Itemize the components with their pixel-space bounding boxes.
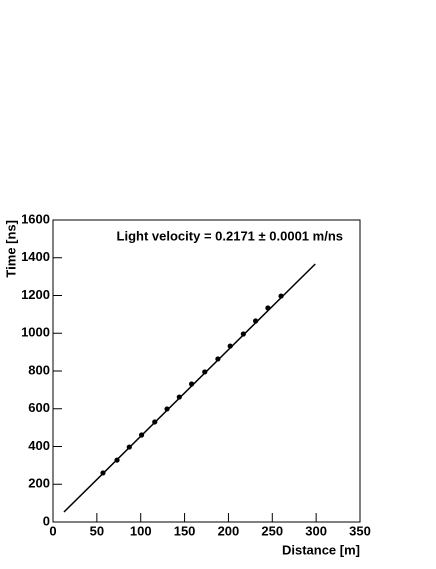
y-tick-label: 600	[28, 400, 50, 415]
data-point	[100, 470, 106, 476]
data-point	[152, 419, 158, 425]
y-tick-label: 0	[43, 513, 50, 528]
data-point	[215, 356, 221, 362]
data-point	[240, 331, 246, 337]
data-point	[278, 293, 284, 299]
data-point	[114, 457, 120, 463]
x-tick-label: 200	[218, 523, 240, 538]
x-tick-label: 300	[305, 523, 327, 538]
x-tick-label: 350	[349, 523, 371, 538]
y-tick-label: 800	[28, 362, 50, 377]
fit-line	[63, 263, 316, 513]
data-point	[202, 369, 208, 375]
y-axis-title: Time [ns]	[3, 220, 18, 278]
y-tick-label: 400	[28, 438, 50, 453]
y-tick-label: 1200	[21, 287, 50, 302]
data-point	[227, 343, 233, 349]
data-point	[164, 406, 170, 412]
x-axis-title: Distance [m]	[282, 542, 360, 557]
y-tick-label: 1400	[21, 249, 50, 264]
data-point	[188, 381, 195, 387]
x-tick-label: 150	[174, 523, 196, 538]
data-point	[176, 394, 182, 400]
y-tick-label: 1600	[21, 211, 50, 226]
data-point	[126, 444, 132, 450]
x-tick-label: 50	[90, 523, 104, 538]
y-tick-label: 200	[28, 476, 50, 491]
annotation: Light velocity = 0.2171 ± 0.0001 m/ns	[117, 228, 343, 243]
x-tick-label: 100	[130, 523, 152, 538]
x-tick-label: 250	[261, 523, 283, 538]
data-point	[253, 318, 259, 324]
x-tick-label: 0	[49, 523, 56, 538]
data-point	[265, 305, 271, 311]
data-point	[138, 432, 145, 438]
y-tick-label: 1000	[21, 325, 50, 340]
